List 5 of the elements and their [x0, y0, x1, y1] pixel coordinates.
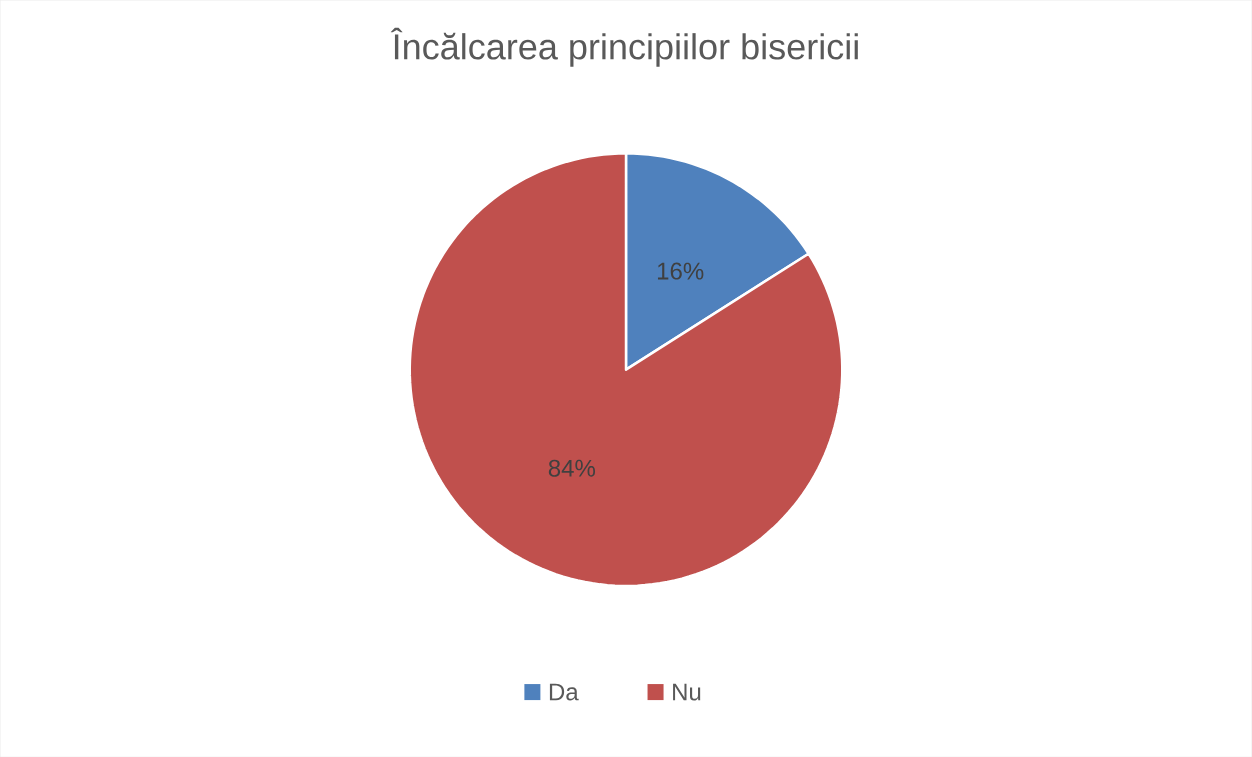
data-label: 16%	[657, 262, 704, 280]
legend-label: Da	[549, 683, 579, 701]
data-label: 84%	[548, 459, 596, 477]
chart-title: Încălcarea principiilor bisericii	[390, 27, 858, 67]
legend-label: Nu	[673, 683, 701, 701]
